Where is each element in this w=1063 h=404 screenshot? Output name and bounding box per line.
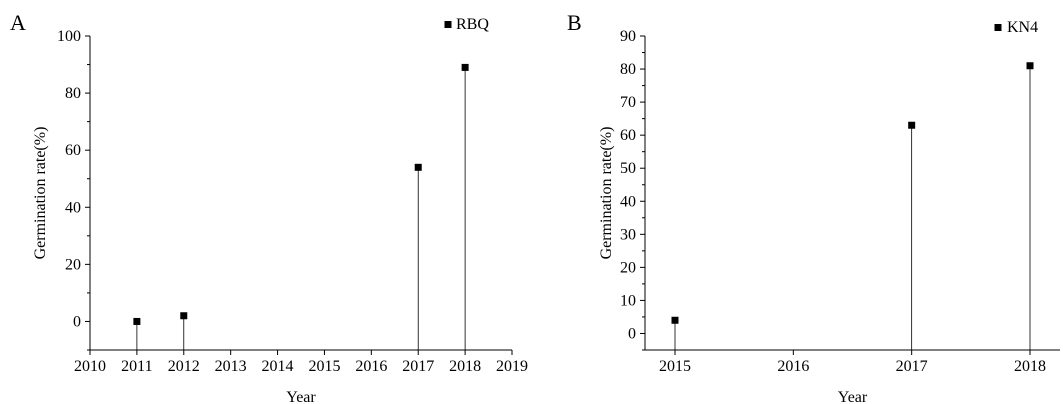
y-tick-label: 30 [620,226,636,243]
y-axis-label: Germination rate(%) [598,127,615,260]
x-tick-label: 2019 [496,358,528,375]
x-axis-label: Year [838,389,868,404]
x-tick-label: 2015 [308,358,340,375]
y-tick-label: 60 [620,127,636,144]
x-tick-label: 2014 [262,358,294,375]
y-tick-label: 40 [65,199,81,216]
y-tick-label: 40 [620,193,636,210]
y-tick-label: 90 [620,28,636,45]
x-tick-label: 2016 [777,358,809,375]
x-tick-label: 2015 [659,358,691,375]
x-axis-label: Year [286,389,316,404]
y-tick-label: 80 [620,61,636,78]
x-tick-label: 2012 [168,358,200,375]
data-point [671,316,679,324]
data-point [133,317,141,325]
y-tick-label: 0 [628,325,636,342]
y-tick-label: 100 [57,28,81,45]
x-tick-label: 2018 [1014,358,1046,375]
legend-marker [994,24,1002,31]
y-tick-label: 20 [620,259,636,276]
y-tick-label: 0 [73,313,81,330]
x-tick-label: 2017 [402,358,434,375]
data-point [1026,62,1034,70]
x-tick-label: 2011 [121,358,152,375]
y-tick-label: 20 [65,256,81,273]
x-tick-label: 2018 [449,358,481,375]
data-point [908,121,916,129]
x-tick-label: 2016 [355,358,387,375]
legend-label: KN4 [1007,19,1038,36]
x-tick-label: 2010 [74,358,106,375]
panel-label: A [10,10,26,35]
data-point [180,312,188,320]
y-tick-label: 80 [65,85,81,102]
data-point [414,163,422,171]
data-point [461,63,469,71]
y-tick-label: 70 [620,94,636,111]
panel-label: B [567,10,582,35]
legend-marker [444,21,452,28]
legend-label: RBQ [456,16,489,33]
x-tick-label: 2017 [896,358,928,375]
y-tick-label: 10 [620,292,636,309]
y-tick-label: 60 [65,142,81,159]
x-tick-label: 2013 [215,358,247,375]
y-axis-label: Germination rate(%) [32,127,49,260]
y-tick-label: 50 [620,160,636,177]
